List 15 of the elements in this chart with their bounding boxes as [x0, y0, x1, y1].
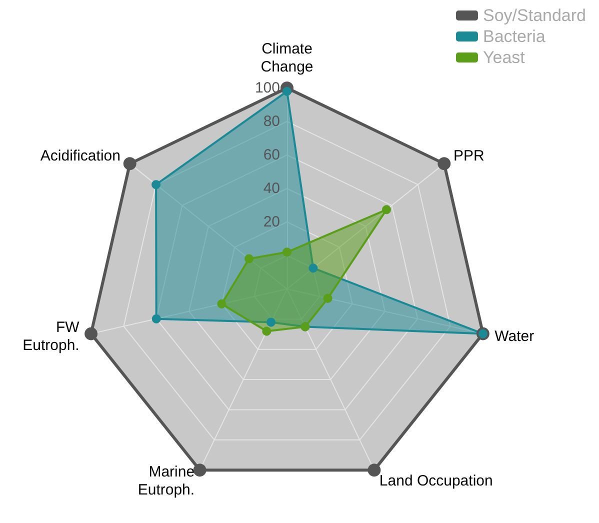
spoke-label: PPR: [454, 148, 485, 165]
spoke-label: FW Eutroph.: [22, 318, 80, 354]
spoke-label: Climate Change: [260, 40, 314, 76]
spoke-label: Water: [494, 328, 534, 345]
legend-label: Soy/Standard: [482, 6, 586, 25]
y-tick-label: 100: [254, 80, 280, 96]
y-tick-label: 60: [263, 146, 280, 164]
y-tick-label: 80: [263, 113, 280, 130]
spoke-label: Marine Eutroph.: [138, 463, 195, 498]
y-tick-label: 20: [263, 214, 280, 230]
spoke-label: Acidification: [40, 148, 120, 165]
spoke-label: Land Occupation: [379, 472, 493, 490]
legend-label: Bacteria: [482, 27, 546, 46]
y-tick-label: 40: [263, 180, 280, 197]
legend-label: Yeast: [482, 48, 526, 67]
